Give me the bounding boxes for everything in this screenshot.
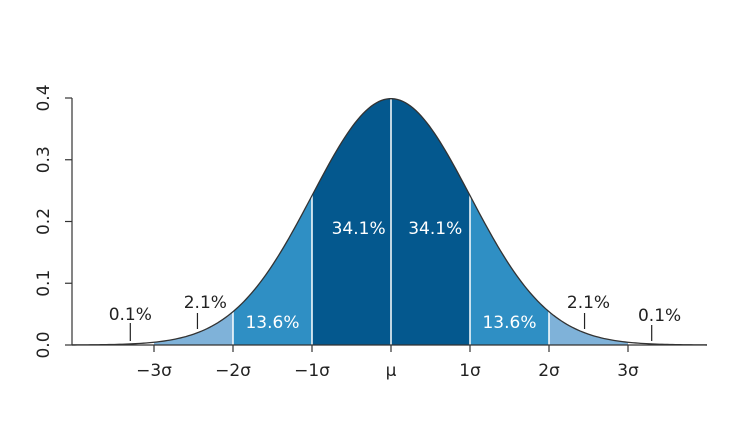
curve-layer bbox=[71, 98, 708, 346]
y-tick-label-4: 0.4 bbox=[34, 84, 54, 111]
region-3-percent-label: 34.1% bbox=[408, 219, 462, 239]
y-tick-label-2: 0.2 bbox=[34, 208, 54, 235]
x-tick-label-3: μ bbox=[386, 361, 397, 381]
tail-left-percent-label: 0.1% bbox=[109, 305, 152, 325]
density-curve-line bbox=[71, 98, 708, 346]
region-0-percent-label: 2.1% bbox=[184, 293, 227, 313]
region-0-area bbox=[154, 311, 233, 345]
labels-layer: −3σ −2σ −1σ μ 1σ 2σ 3σ 0.0 0.1 0.2 0.3 0.4 2.1% 13.6%… bbox=[34, 84, 681, 381]
region-1-percent-label: 13.6% bbox=[245, 313, 299, 333]
x-tick-label-6: 3σ bbox=[617, 361, 639, 381]
x-tick-label-0: −3σ bbox=[136, 361, 172, 381]
x-tick-label-2: −1σ bbox=[294, 361, 330, 381]
tail-right-percent-label: 0.1% bbox=[638, 306, 681, 326]
x-tick-label-5: 2σ bbox=[538, 361, 560, 381]
region-4-percent-label: 13.6% bbox=[482, 313, 536, 333]
y-tick-label-1: 0.1 bbox=[34, 270, 54, 297]
axes-layer bbox=[65, 97, 707, 352]
region-2-percent-label: 34.1% bbox=[332, 219, 386, 239]
y-tick-label-0: 0.0 bbox=[34, 331, 54, 358]
y-tick-label-3: 0.3 bbox=[34, 146, 54, 173]
region-5-percent-label: 2.1% bbox=[567, 293, 610, 313]
region-5-area bbox=[549, 311, 628, 345]
x-tick-label-4: 1σ bbox=[459, 361, 481, 381]
dividers-layer bbox=[232, 98, 550, 345]
x-tick-label-1: −2σ bbox=[215, 361, 251, 381]
